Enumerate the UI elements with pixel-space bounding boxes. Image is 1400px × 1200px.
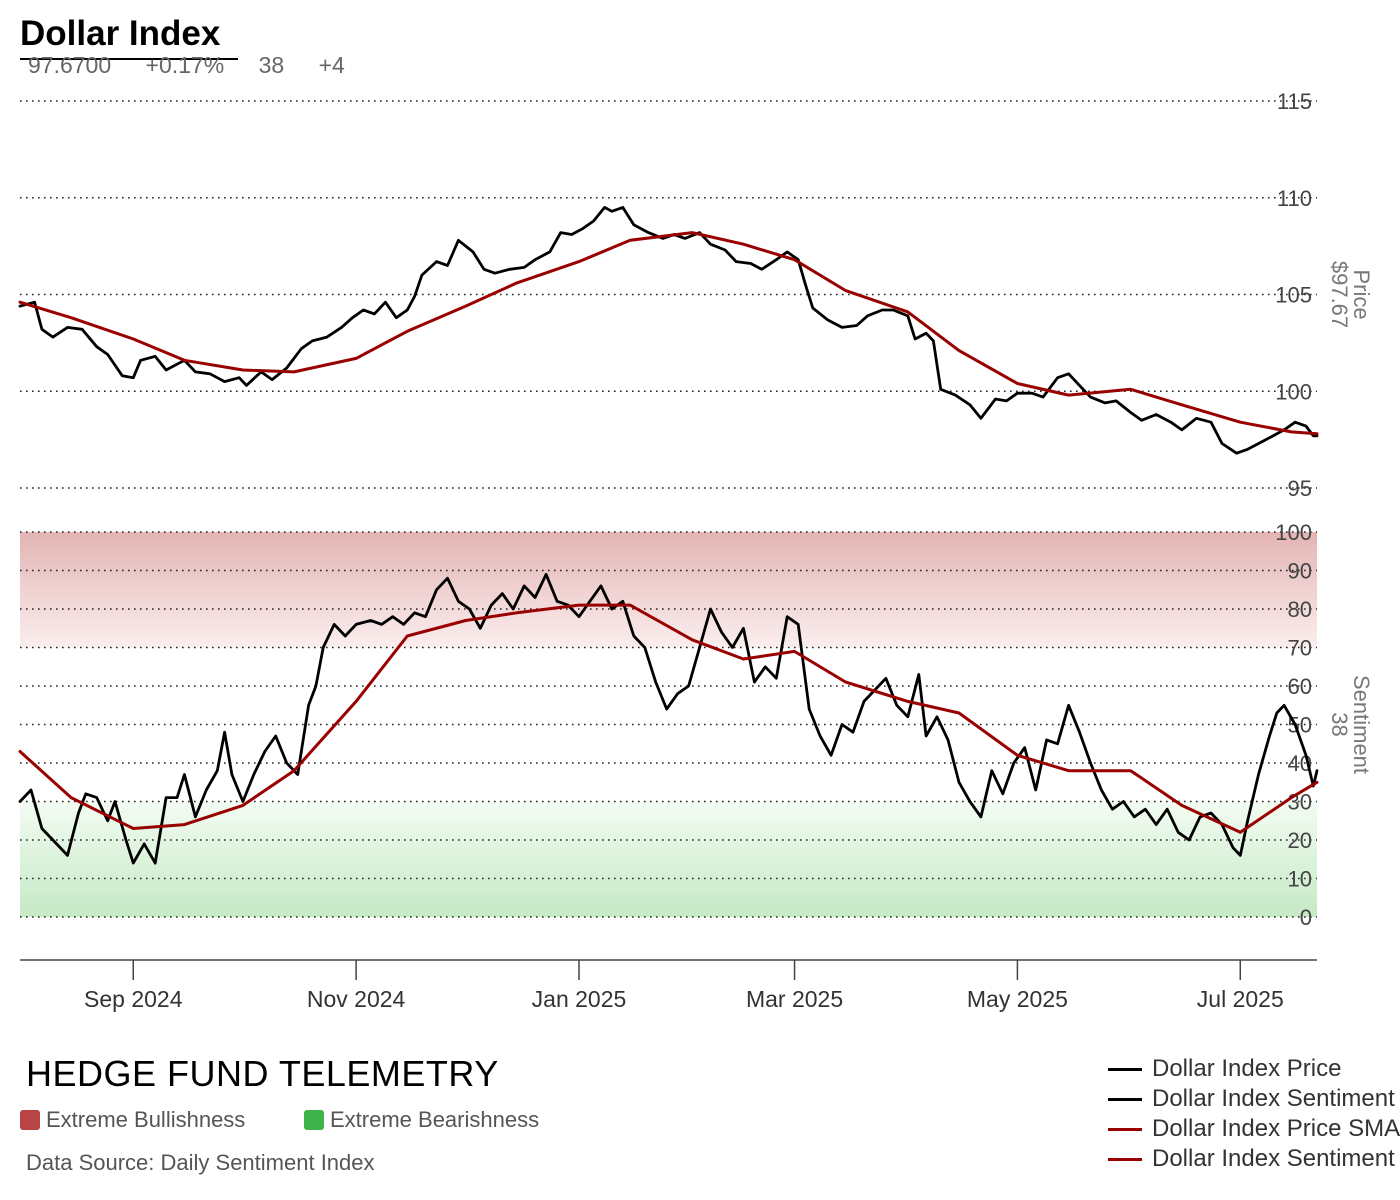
price-axis-value: $97.67 [1327,261,1352,328]
legend-line [1108,1157,1142,1161]
legend-item-sentiment: Dollar Index Sentiment [1108,1084,1400,1114]
current-sentiment: 38 [258,52,285,78]
x-tick-label: Mar 2025 [746,986,843,1012]
header-stats: 97.6700 +0.17% 38 +4 [28,52,373,79]
sentiment-y-tick-label: 0 [1300,905,1312,930]
sentiment-y-tick-label: 70 [1288,636,1312,661]
data-source: Data Source: Daily Sentiment Index [26,1150,375,1175]
brand-name: HEDGE FUND TELEMETRY [26,1053,499,1094]
dollar-index-price-line [18,206,1319,455]
sentiment-y-tick-label: 80 [1288,597,1312,622]
price-change: +0.17% [145,52,225,78]
legend-line [1108,1067,1142,1071]
sentiment-y-tick-label: 100 [1275,520,1312,545]
legend-label: Dollar Index Price SMA [1152,1115,1400,1142]
dollar-index-price-sma-line [18,231,1319,436]
sentiment-change: +4 [318,52,345,78]
legend-line [1108,1127,1142,1131]
bullish-swatch [20,1110,40,1130]
legend-label: Dollar Index Sentiment [1152,1085,1395,1112]
bearish-swatch [304,1110,324,1130]
current-price: 97.6700 [28,52,112,78]
sentiment-y-tick-label: 20 [1288,828,1312,853]
legend-line [1108,1097,1142,1101]
price-axis-title-group: Price$97.67 [1327,261,1374,328]
legend-item-price: Dollar Index Price [1108,1054,1400,1084]
dollar-index-sentiment-line [18,573,1319,865]
sentiment-axis-value: 38 [1327,712,1352,736]
price-y-tick-label: 100 [1275,379,1312,404]
chart-title: Dollar Index [20,14,221,53]
sentiment-y-tick-label: 60 [1288,674,1312,699]
dollar-index-chart: 95100105110115Price$97.67010203040506070… [18,89,1374,1012]
legend-label: Dollar Index Sentiment SMA [1152,1145,1400,1172]
x-tick-label: Nov 2024 [307,986,406,1012]
legend-item-sentiment-sma: Dollar Index Sentiment SMA [1108,1144,1400,1174]
legend-label: Dollar Index Price [1152,1055,1342,1082]
title-underline [20,58,238,60]
sentiment-y-tick-label: 90 [1288,559,1312,584]
price-y-tick-label: 110 [1277,186,1312,211]
key-extreme-bearishness: Extreme Bearishness [304,1107,539,1133]
price-axis-title: Price [1349,269,1374,319]
legend: Dollar Index Price Dollar Index Sentimen… [1108,1054,1400,1174]
sentiment-axis-title: Sentiment [1349,675,1374,774]
x-tick-label: Sep 2024 [84,986,183,1012]
bullish-label: Extreme Bullishness [46,1107,246,1132]
price-y-tick-label: 95 [1288,476,1312,501]
price-y-tick-label: 115 [1277,89,1312,114]
sentiment-y-tick-label: 10 [1288,867,1312,892]
key-extreme-bullishness: Extreme Bullishness [20,1107,245,1133]
extreme-bearish-zone [20,801,1317,917]
x-tick-label: May 2025 [967,986,1068,1012]
extreme-bullish-zone [20,532,1317,648]
legend-item-price-sma: Dollar Index Price SMA [1108,1114,1400,1144]
bearish-label: Extreme Bearishness [330,1107,540,1132]
dollar-index-sentiment-sma-line [18,603,1319,834]
x-tick-label: Jan 2025 [532,986,627,1012]
price-y-tick-label: 105 [1275,283,1312,308]
x-tick-label: Jul 2025 [1197,986,1284,1012]
